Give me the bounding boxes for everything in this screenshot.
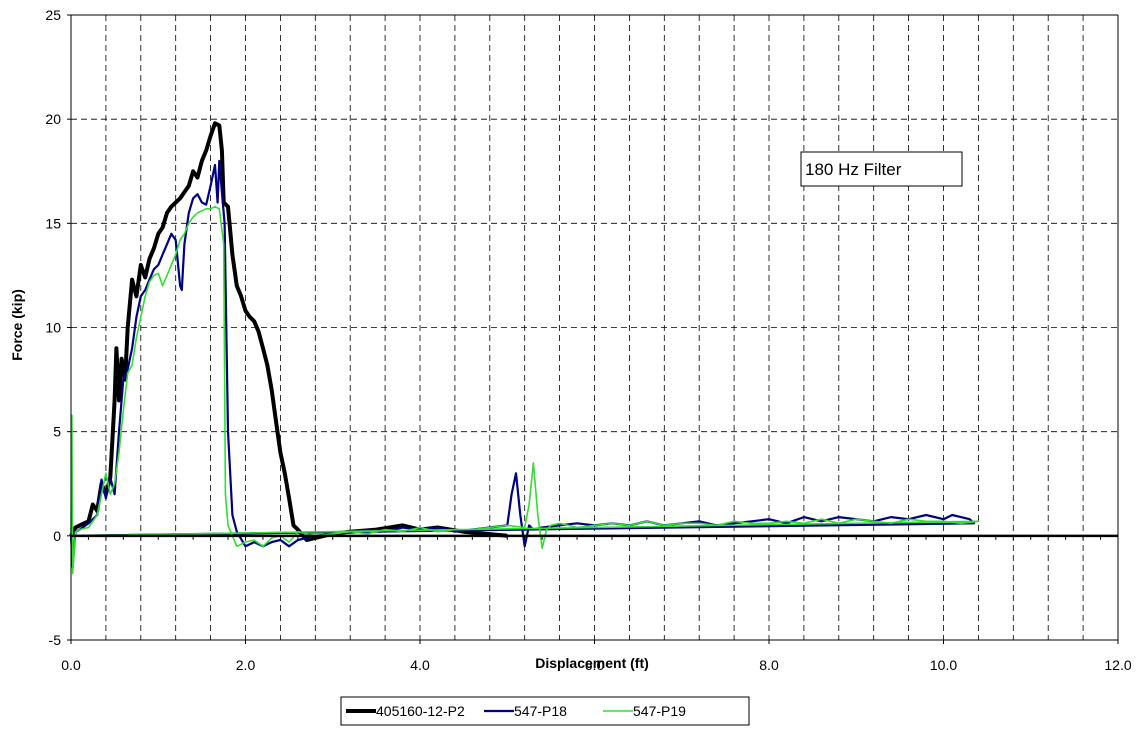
y-tick-label: 0 — [53, 528, 61, 544]
x-tick-label: 8.0 — [759, 657, 779, 673]
x-tick-label: 12.0 — [1104, 657, 1131, 673]
y-tick-label: 5 — [53, 424, 61, 440]
y-axis-title: Force (kip) — [9, 289, 25, 361]
x-axis-title: Displacement (ft) — [535, 655, 649, 671]
x-tick-label: 4.0 — [410, 657, 430, 673]
y-tick-label: 25 — [45, 7, 61, 23]
annotation-box: 180 Hz Filter — [801, 152, 962, 186]
legend-label: 405160-12-P2 — [376, 703, 465, 719]
legend: 405160-12-P2 547-P18 547-P19 — [341, 697, 749, 725]
y-tick-label: 15 — [45, 215, 61, 231]
legend-label: 547-P19 — [633, 703, 686, 719]
y-tick-label: 10 — [45, 320, 61, 336]
x-tick-label: 2.0 — [236, 657, 256, 673]
y-tick-label: -5 — [49, 632, 62, 648]
annotation-text: 180 Hz Filter — [805, 160, 902, 179]
legend-label: 547-P18 — [514, 703, 567, 719]
x-tick-label: 10.0 — [930, 657, 957, 673]
y-tick-label: 20 — [45, 111, 61, 127]
x-tick-label: 0.0 — [61, 657, 81, 673]
